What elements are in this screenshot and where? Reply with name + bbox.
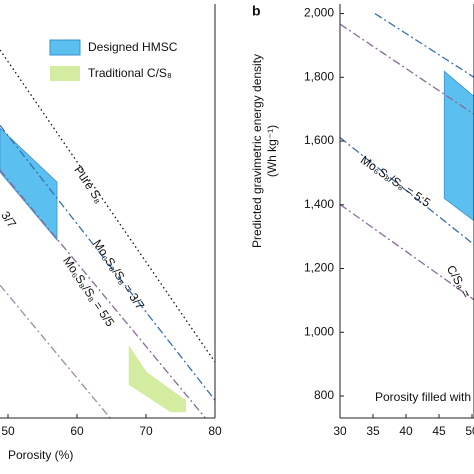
line [374, 13, 474, 78]
legend-swatch [50, 66, 80, 81]
x-tick-label: 70 [139, 424, 153, 438]
line [0, 284, 111, 418]
x-tick-label: 35 [366, 424, 380, 438]
y-tick-label: 1,800 [304, 69, 334, 83]
x-tick-label: 60 [70, 424, 84, 438]
y-tick-label: 1,200 [304, 261, 334, 275]
x-axis-label: Porosity (%) [8, 448, 73, 462]
annotation: Mo₆S₈/S₈ = 5:5 [358, 153, 433, 210]
panel-label: b [252, 3, 261, 19]
plot-area [340, 13, 474, 301]
legend-swatch [49, 39, 81, 56]
y-tick-label: 1,600 [304, 133, 334, 147]
line [0, 124, 215, 401]
annotation: 3/7 [0, 209, 19, 231]
legend-label: Designed HMSC [88, 40, 178, 54]
line [340, 203, 474, 301]
x-tick-label: 45 [432, 424, 446, 438]
line [340, 137, 474, 246]
x-tick-label: 80 [208, 424, 222, 438]
x-tick-label: 30 [333, 424, 347, 438]
x-tick-label: 40 [399, 424, 413, 438]
area [443, 70, 474, 222]
y-tick-label: 1,000 [304, 324, 334, 338]
area [0, 127, 58, 242]
x-tick-label: 50 [1, 424, 15, 438]
annotation: Pure S₈ [71, 163, 106, 205]
y-tick-label: 2,000 [304, 6, 334, 20]
legend-label: Traditional C/S₈ [88, 66, 172, 80]
annotation: Porosity filled with el [375, 390, 474, 404]
area [128, 345, 187, 413]
line [340, 23, 474, 115]
y-axis-label: (Wh kg⁻¹) [265, 125, 279, 177]
line [0, 49, 215, 363]
y-tick-label: 1,400 [304, 197, 334, 211]
plot-area [0, 49, 215, 418]
y-tick-label: 800 [314, 388, 334, 402]
line [0, 169, 206, 418]
x-tick-label: 50 [465, 424, 474, 438]
y-axis-label: Predicted gravimetric energy density [250, 54, 264, 248]
